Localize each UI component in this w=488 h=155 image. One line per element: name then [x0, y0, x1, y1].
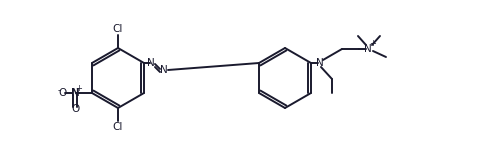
Text: N: N: [70, 88, 79, 98]
Text: Cl: Cl: [113, 24, 123, 34]
Text: N: N: [364, 44, 371, 54]
Text: N: N: [315, 58, 323, 68]
Text: Cl: Cl: [113, 122, 123, 132]
Text: -: -: [58, 86, 61, 95]
Text: O: O: [71, 104, 79, 114]
Text: +: +: [76, 84, 82, 93]
Text: O: O: [58, 88, 66, 98]
Text: N: N: [160, 65, 167, 75]
Text: N: N: [147, 58, 155, 68]
Text: +: +: [369, 38, 376, 47]
